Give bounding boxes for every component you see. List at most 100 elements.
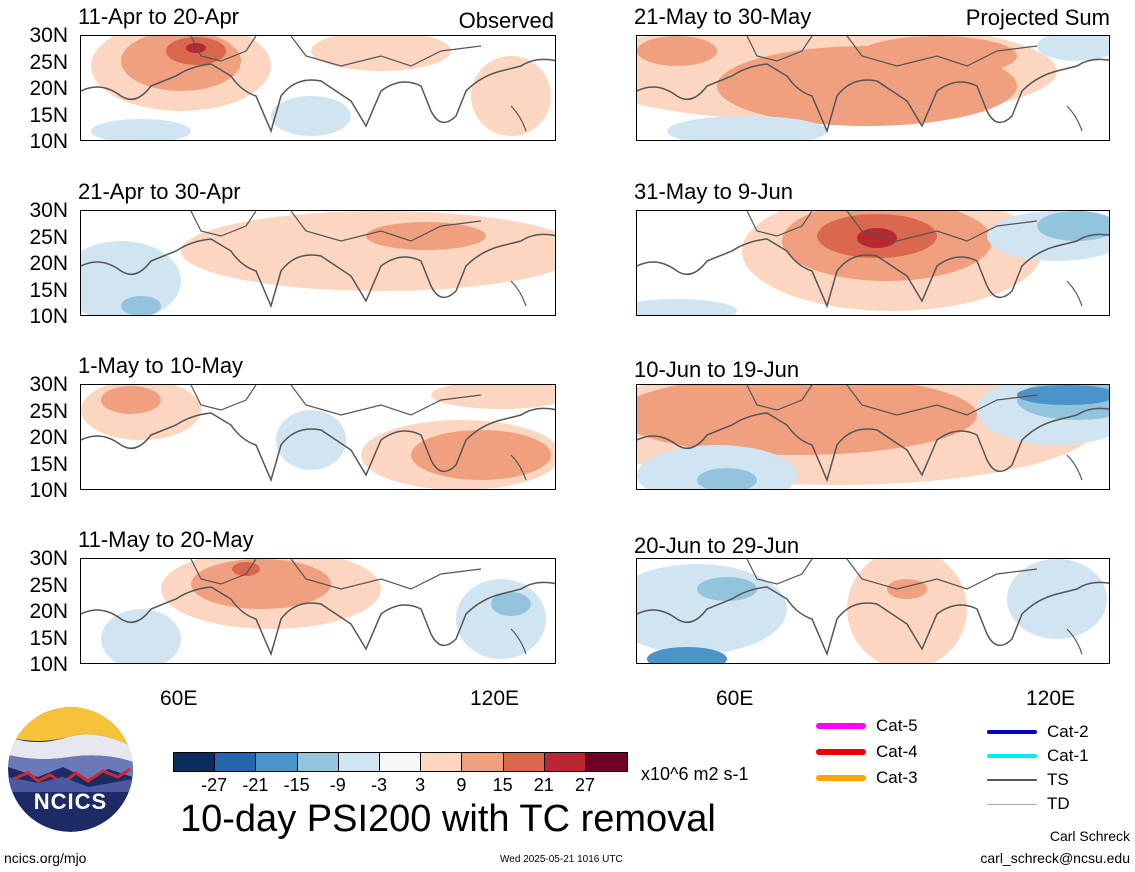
panel-title: 31-May to 9-Jun [634,179,793,204]
lat-label: 15N [29,452,68,476]
legend-label: Cat-5 [876,716,918,735]
legend-item: Cat-2 [987,722,1089,742]
legend-item: Cat-5 [816,716,918,736]
legend-line [987,730,1037,734]
legend-line [816,775,866,781]
lat-label: 30N [29,199,68,222]
colorbar-box [585,753,628,771]
map-panel [80,558,556,664]
footer-timestamp: Wed 2025-05-21 1016 UTC [500,854,623,865]
colorbar-tick: 3 [415,775,426,795]
map-panel [636,35,1110,141]
legend-line [816,749,866,755]
panel-title: 21-Apr to 30-Apr [78,179,241,204]
colorbar-tick: -27 [201,775,228,795]
lat-label: 15N [29,278,68,302]
logo-text: NCICS [33,789,108,814]
lon-label-60e: 60E [160,687,198,710]
lon-label-60e: 60E [716,687,754,710]
colorbar-box [256,753,298,771]
lat-label: 15N [29,103,68,127]
lon-label-120e: 120E [470,687,520,710]
legend-item: TD [987,794,1070,814]
main-title: 10-day PSI200 with TC removal [180,798,716,840]
colorbar-box [338,753,380,771]
lat-label: 20N [29,600,68,623]
panel-title: 11-Apr to 20-Apr [78,4,240,29]
map-panel [80,384,556,490]
lat-label: 25N [29,225,68,249]
map-field [637,36,1109,140]
colorbar-tick: -21 [242,775,269,795]
lat-label: 20N [29,426,68,449]
colorbar-tick: -9 [329,775,346,795]
panel-title: 1-May to 10-May [78,353,244,378]
legend-label: Cat-4 [876,742,918,761]
colorbar-tick: 27 [574,775,596,795]
legend-item: TS [987,770,1069,790]
lon-label-120e: 120E [1026,687,1076,710]
colorbar-tick: 9 [456,775,467,795]
legend-label: Cat-2 [1047,722,1089,741]
legend-line [816,723,866,729]
legend-line [987,779,1037,781]
colorbar-tick: 15 [492,775,513,795]
map-panel [636,384,1110,490]
footer-author: Carl Schreck [1049,828,1130,844]
map-panel [636,558,1110,664]
colorbar-units: x10^6 m2 s-1 [641,764,749,784]
lat-label: 25N [29,50,68,74]
colorbar-box [174,753,216,771]
legend-item: Cat-1 [987,746,1089,766]
panel-title: 20-Jun to 29-Jun [634,533,800,558]
legend-label: TS [1047,770,1069,789]
panel-title: 21-May to 30-May [634,4,812,29]
map-field [637,211,1109,315]
lat-label: 15N [29,626,68,650]
lat-label: 25N [29,573,68,597]
ncics-logo: NCICS [8,707,133,832]
lat-label: 20N [29,252,68,275]
panel-tag-observed: Observed [458,8,554,33]
panel-tag-projected: Projected Sum [965,5,1110,30]
map-field [81,385,555,489]
colorbar-tick: 21 [533,775,554,795]
colorbar-box [544,753,586,771]
legend-line [987,754,1037,758]
map-field [637,385,1109,489]
colorbar-tick: -3 [370,775,388,795]
map-field [81,211,555,315]
lat-label: 30N [29,547,68,570]
footer-url: ncics.org/mjo [4,850,87,866]
map-field [637,559,1109,663]
colorbar-box [215,753,257,771]
colorbar [173,752,629,772]
legend-label: Cat-1 [1047,746,1089,765]
lat-label: 10N [29,305,68,328]
lat-label: 10N [29,130,68,153]
lat-label: 30N [29,24,68,47]
lat-label: 10N [29,653,68,676]
panel-title: 10-Jun to 19-Jun [634,357,800,382]
map-panel [636,210,1110,316]
colorbar-box [503,753,545,771]
legend-item: Cat-3 [816,768,918,788]
colorbar-box [462,753,504,771]
map-panel [80,210,556,316]
lat-label: 30N [29,373,68,396]
legend-label: Cat-3 [876,768,918,787]
lat-label: 25N [29,399,68,423]
legend-item: Cat-4 [816,742,918,762]
colorbar-box [421,753,463,771]
map-panel [80,35,556,141]
map-field [81,36,555,140]
colorbar-box [379,753,422,771]
map-field [81,559,555,663]
legend-label: TD [1047,794,1070,813]
lat-label: 10N [29,479,68,502]
panel-title: 11-May to 20-May [78,527,254,552]
footer-email: carl_schreck@ncsu.edu [980,850,1130,866]
colorbar-tick: -15 [283,775,310,795]
legend-line [987,803,1037,805]
lat-label: 20N [29,77,68,100]
